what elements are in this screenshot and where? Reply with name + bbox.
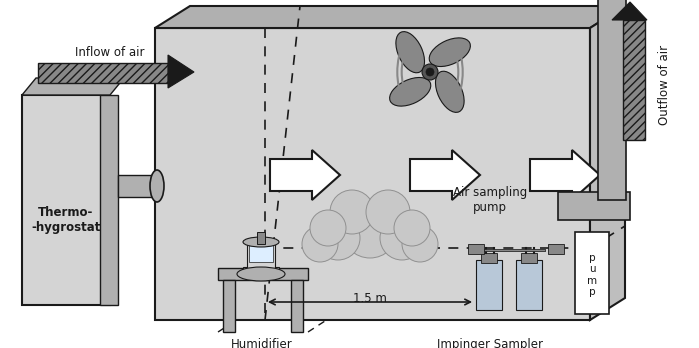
Bar: [481, 253, 497, 263]
Bar: [257, 232, 265, 244]
Circle shape: [342, 202, 398, 258]
Text: Outflow of air: Outflow of air: [658, 45, 671, 125]
Polygon shape: [22, 78, 124, 95]
Circle shape: [316, 216, 360, 260]
Bar: [548, 244, 564, 254]
Polygon shape: [155, 28, 590, 320]
FancyArrow shape: [410, 150, 480, 200]
Circle shape: [402, 226, 438, 262]
Text: 1.5 m: 1.5 m: [353, 292, 387, 304]
Bar: [223, 280, 235, 332]
Circle shape: [422, 64, 438, 80]
Text: Air sampling
pump: Air sampling pump: [453, 186, 527, 214]
Polygon shape: [612, 2, 647, 20]
Ellipse shape: [435, 71, 464, 112]
Ellipse shape: [150, 170, 164, 202]
Text: Inflow of air: Inflow of air: [75, 46, 145, 58]
Bar: [476, 260, 502, 310]
Circle shape: [426, 68, 434, 76]
Bar: [623, 20, 645, 140]
Circle shape: [394, 210, 430, 246]
Bar: [516, 260, 542, 310]
Bar: [243, 267, 279, 274]
Bar: [38, 63, 168, 83]
FancyArrow shape: [270, 150, 340, 200]
Ellipse shape: [429, 38, 470, 66]
Text: Thermo-
-hygrostat: Thermo- -hygrostat: [31, 206, 101, 234]
Bar: [558, 192, 630, 220]
Bar: [218, 268, 308, 280]
Bar: [100, 95, 118, 305]
Text: Impinger Sampler: Impinger Sampler: [437, 338, 543, 348]
Bar: [118, 175, 158, 197]
Bar: [575, 232, 609, 314]
Text: p
u
m
p: p u m p: [587, 253, 597, 298]
Polygon shape: [590, 6, 625, 320]
Bar: [22, 95, 110, 305]
Polygon shape: [168, 55, 194, 88]
Circle shape: [302, 226, 338, 262]
Text: Humidifier: Humidifier: [231, 338, 293, 348]
Circle shape: [330, 190, 374, 234]
Ellipse shape: [396, 32, 424, 73]
Ellipse shape: [237, 267, 285, 281]
Bar: [291, 280, 303, 332]
FancyArrow shape: [530, 150, 600, 200]
Circle shape: [366, 190, 410, 234]
Bar: [598, 0, 626, 200]
Bar: [468, 244, 484, 254]
Circle shape: [310, 210, 346, 246]
Ellipse shape: [243, 237, 279, 247]
Bar: [249, 244, 273, 262]
Circle shape: [380, 216, 424, 260]
Bar: [521, 253, 537, 263]
Polygon shape: [155, 6, 625, 28]
Ellipse shape: [389, 78, 431, 106]
Bar: [247, 242, 275, 270]
